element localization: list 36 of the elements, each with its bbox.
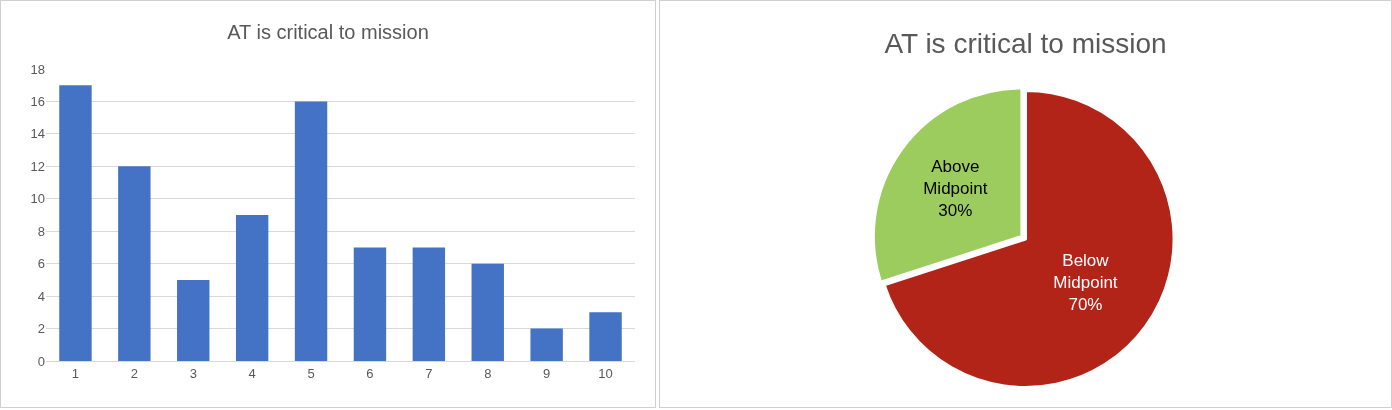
bar xyxy=(471,263,504,361)
bar xyxy=(59,85,92,361)
x-tick-label: 3 xyxy=(189,365,197,381)
x-tick-label: 4 xyxy=(248,365,256,381)
y-tick-label: 12 xyxy=(30,158,45,174)
y-tick-label: 0 xyxy=(37,353,45,369)
bar xyxy=(235,215,269,361)
bar xyxy=(118,166,151,361)
y-tick-label: 16 xyxy=(30,93,45,109)
y-tick-label: 18 xyxy=(30,61,45,77)
slice-label: Above Midpoint xyxy=(923,156,988,198)
x-tick-label: 10 xyxy=(598,365,613,381)
y-tick-label: 10 xyxy=(30,191,45,207)
y-tick-label: 2 xyxy=(37,321,45,337)
x-tick-label: 5 xyxy=(307,365,315,381)
x-tick-label: 6 xyxy=(366,365,374,381)
y-tick-label: 6 xyxy=(37,256,45,272)
y-tick-label: 14 xyxy=(30,126,45,142)
y-tick-label: 8 xyxy=(37,223,45,239)
x-tick-label: 2 xyxy=(130,365,138,381)
y-tick-label: 4 xyxy=(37,288,45,304)
bar xyxy=(353,247,387,361)
data-label: 70% xyxy=(1068,295,1103,315)
slice-label: Below Midpoint xyxy=(1053,251,1118,293)
x-tick-label: 8 xyxy=(484,365,492,381)
bar xyxy=(589,312,622,361)
chart-title: AT is critical to mission xyxy=(227,21,429,44)
bar xyxy=(412,247,446,361)
bar xyxy=(294,101,328,361)
x-tick-label: 7 xyxy=(425,365,433,381)
x-tick-label: 9 xyxy=(543,365,551,381)
bar xyxy=(530,328,563,361)
data-label: 30% xyxy=(938,200,973,220)
bar xyxy=(177,279,210,361)
chart-title: AT is critical to mission xyxy=(884,28,1167,60)
x-tick-label: 1 xyxy=(71,365,80,381)
